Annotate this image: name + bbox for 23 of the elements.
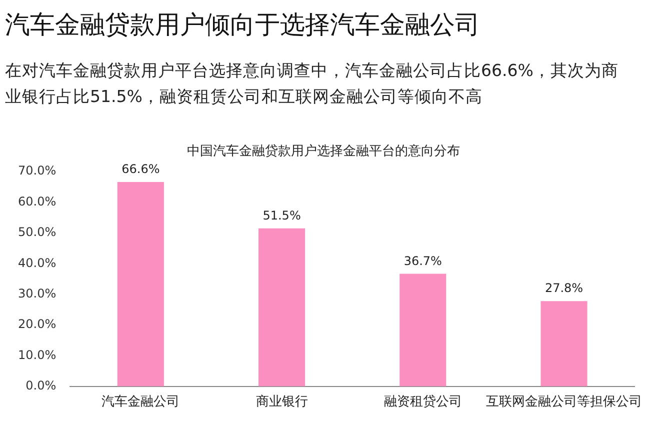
y-tick-label: 10.0%	[18, 348, 56, 362]
chart-subtitle: 中国汽车金融贷款用户选择金融平台的意向分布	[187, 144, 460, 160]
bar	[540, 301, 588, 386]
x-tick-label: 互联网金融公司等担保公司	[486, 394, 642, 410]
y-tick-label: 20.0%	[18, 317, 56, 332]
y-tick-label: 0.0%	[26, 378, 56, 393]
text: 在对汽车金融贷款用户平台选择意向调查中，汽车金融公司占比66.6%，其次为商业银行占比51.5%，融资租赁公司和互联网金融公司等倾向不高	[5, 60, 620, 108]
y-tick-label: 50.0%	[18, 225, 56, 240]
x-tick-label: 商业银行	[256, 394, 308, 410]
data-label: 51.5%	[262, 208, 301, 222]
data-label: 66.6%	[122, 162, 160, 176]
bar	[400, 274, 446, 386]
y-tick-label: 70.0%	[18, 164, 56, 178]
x-tick-label: 融资租贷公司	[384, 394, 462, 410]
x-tick-label: 汽车金融公司	[102, 394, 180, 410]
y-tick-label: 60.0%	[18, 194, 56, 208]
y-tick-label: 30.0%	[18, 286, 56, 300]
bar	[117, 182, 164, 386]
data-label: 27.8%	[544, 281, 584, 296]
y-tick-label: 40.0%	[18, 256, 56, 270]
bar	[258, 228, 306, 386]
data-label: 36.7%	[404, 254, 442, 268]
chart-title: 汽车金融贷款用户倾向于选择汽车金融公司	[5, 9, 480, 41]
